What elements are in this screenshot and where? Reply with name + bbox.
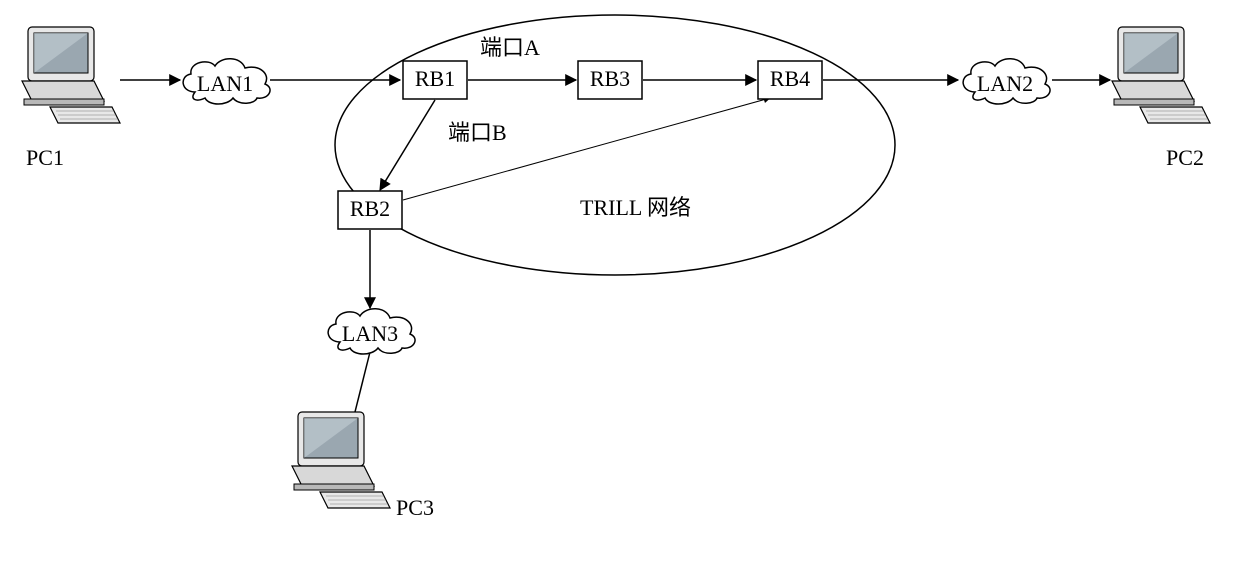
cloud-label-lan3: LAN3: [342, 321, 398, 346]
computer-icon: [292, 412, 390, 508]
pc-label-pc1: PC1: [26, 145, 64, 170]
pc-node-pc1: PC1: [22, 27, 120, 170]
pc-node-pc2: PC2: [1112, 27, 1210, 170]
port-label-0: 端口A: [480, 35, 540, 60]
pc-label-pc3: PC3: [396, 495, 434, 520]
edges: [120, 80, 1110, 432]
pc-node-pc3: PC3: [292, 412, 434, 520]
rb-label-rb1: RB1: [415, 66, 455, 91]
pc-label-pc2: PC2: [1166, 145, 1204, 170]
rb-label-rb4: RB4: [770, 66, 810, 91]
computer-icon: [1112, 27, 1210, 123]
rb-node-rb3: RB3: [578, 61, 642, 99]
cloud-lan2: LAN2: [963, 59, 1050, 104]
rb-label-rb2: RB2: [350, 196, 390, 221]
trill-network-label: TRILL 网络: [580, 195, 691, 220]
trill-network-boundary: [335, 15, 895, 275]
edge-rb2-rb4: [403, 98, 770, 200]
rb-node-rb2: RB2: [338, 191, 402, 229]
computer-icon: [22, 27, 120, 123]
cloud-label-lan2: LAN2: [977, 71, 1033, 96]
cloud-lan3: LAN3: [328, 309, 415, 354]
rb-label-rb3: RB3: [590, 66, 630, 91]
edge-rb1-rb2: [380, 100, 435, 190]
port-label-1: 端口B: [448, 120, 507, 145]
rb-node-rb1: RB1: [403, 61, 467, 99]
rb-node-rb4: RB4: [758, 61, 822, 99]
cloud-lan1: LAN1: [183, 59, 270, 104]
cloud-label-lan1: LAN1: [197, 71, 253, 96]
